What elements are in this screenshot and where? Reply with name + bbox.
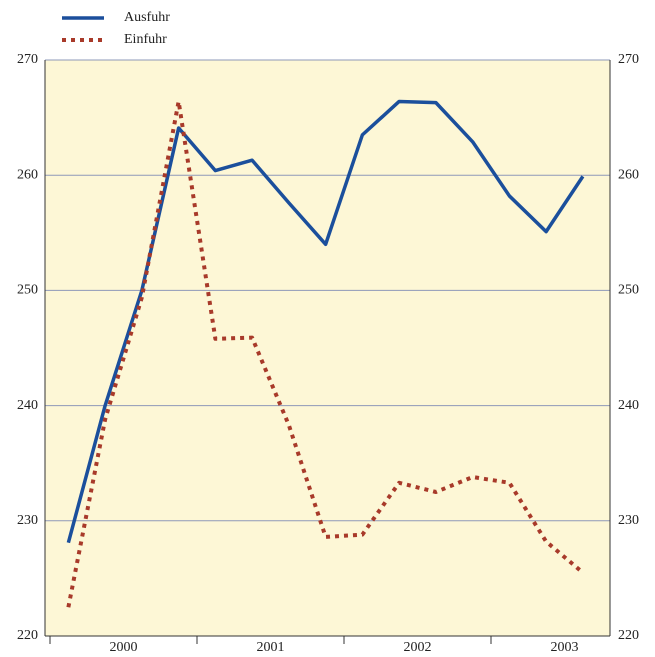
y-tick-label: 230 — [17, 513, 38, 528]
x-tick-label: 2001 — [257, 640, 285, 655]
x-tick-label: 2002 — [404, 640, 432, 655]
y-tick-label: 270 — [17, 52, 38, 67]
y2-tick-label: 220 — [618, 628, 639, 643]
y2-tick-label: 240 — [618, 398, 639, 413]
y2-tick-label: 250 — [618, 283, 639, 298]
plot-area — [45, 60, 610, 636]
x-tick-label: 2000 — [110, 640, 138, 655]
y2-tick-label: 270 — [618, 52, 639, 67]
y-tick-label: 240 — [17, 398, 38, 413]
y2-tick-label: 260 — [618, 167, 639, 182]
y2-tick-label: 230 — [618, 513, 639, 528]
legend-label: Einfuhr — [124, 32, 167, 47]
legend-label: Ausfuhr — [124, 10, 170, 25]
y-tick-label: 220 — [17, 628, 38, 643]
y-tick-label: 260 — [17, 167, 38, 182]
x-tick-label: 2003 — [551, 640, 579, 655]
y-tick-label: 250 — [17, 283, 38, 298]
